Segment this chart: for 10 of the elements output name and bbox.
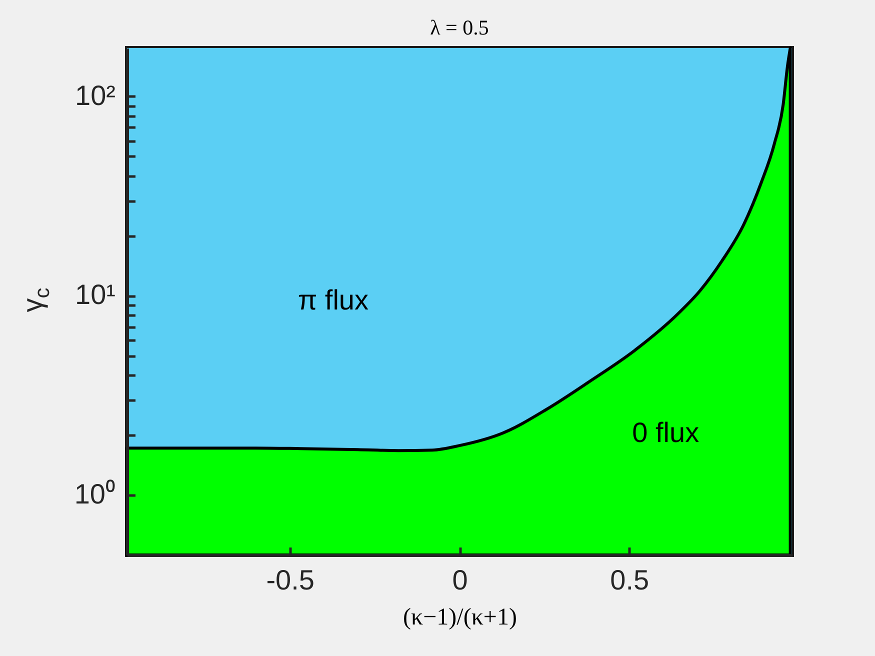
x-tick-label: -0.5 bbox=[266, 564, 314, 596]
y-tick-label: 10² bbox=[75, 80, 116, 111]
band-label: π flux bbox=[298, 284, 368, 316]
x-axis-title: (κ−1)/(κ+1) bbox=[403, 604, 517, 630]
y-tick-label: 10⁰ bbox=[74, 478, 116, 510]
chart-title: λ = 0.5 bbox=[430, 16, 489, 40]
x-tick-label: 0.5 bbox=[610, 564, 650, 596]
series-label: 0 flux bbox=[632, 417, 700, 448]
y-tick-label: 10¹ bbox=[75, 279, 116, 310]
x-tick-label: 0 bbox=[452, 564, 468, 596]
